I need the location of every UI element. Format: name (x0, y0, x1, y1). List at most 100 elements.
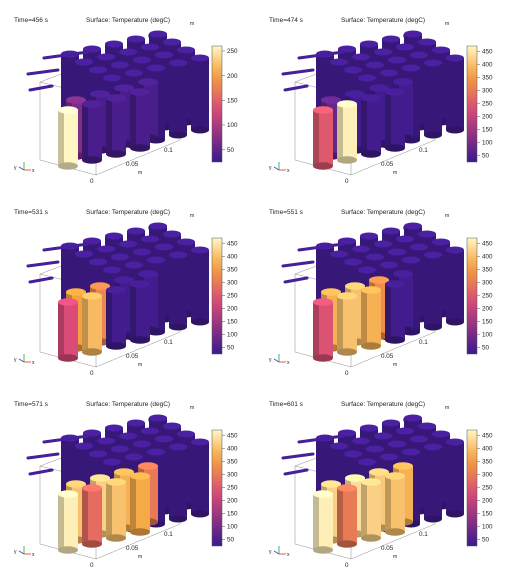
cell-bottom (169, 323, 187, 331)
panel-5: Time=571 s Surface: Temperature (degC) m 0.… (0, 384, 255, 576)
colorbar-tick-label: 200 (227, 306, 238, 313)
time-label: Time=571 s (14, 401, 49, 408)
cell-top (388, 440, 406, 448)
cell-bottom (58, 546, 78, 554)
triad-y-axis (18, 358, 25, 363)
cell-body (169, 63, 187, 135)
cell-shade (106, 290, 112, 346)
plot-title: Surface: Temperature (degC) (341, 17, 425, 24)
cell-shade (361, 98, 367, 154)
cell-front (82, 484, 102, 548)
cell-bottom (191, 126, 209, 134)
cell-top (130, 280, 150, 288)
busbar-2 (42, 434, 90, 444)
cell-shade (106, 98, 112, 154)
cell-front (361, 478, 381, 542)
cell-top (90, 282, 110, 290)
cell-bottom (313, 354, 333, 362)
battery-pack (281, 222, 464, 362)
panel-3: Time=531 s Surface: Temperature (degC) m 0.… (0, 192, 255, 384)
cell-top (313, 298, 333, 306)
colorbar-tick-label: 100 (482, 332, 493, 339)
cell-top (90, 90, 110, 98)
colorbar-tick-label: 50 (227, 345, 235, 352)
cell-bottom (106, 342, 126, 350)
cell-top (169, 59, 187, 67)
cell-top (337, 100, 357, 108)
cell-top (330, 58, 348, 66)
title-subscript-m: m (445, 213, 449, 219)
cell-front (361, 286, 381, 350)
cell-top (344, 450, 362, 458)
colorbar (466, 45, 478, 163)
cell-front (337, 100, 357, 164)
plot-title: Surface: Temperature (degC) (341, 401, 425, 408)
colorbar-tick-label: 150 (227, 511, 238, 518)
cell-shade (130, 284, 136, 340)
cell-front (313, 106, 333, 170)
cell-top (191, 246, 209, 254)
cell-top (424, 443, 442, 451)
cell-top (141, 43, 159, 51)
busbar-3 (28, 276, 54, 284)
cell-top (380, 261, 398, 269)
title-subscript-m: m (190, 21, 194, 27)
panel-1: Time=456 s Surface: Temperature (degC) m 0.… (0, 0, 255, 192)
busbar-1 (26, 452, 60, 460)
cell-shade (361, 482, 367, 538)
axis-unit-label: m (138, 554, 142, 560)
cell-shade (130, 476, 136, 532)
cell-front (385, 472, 405, 536)
colorbar-tick-label: 150 (482, 319, 493, 326)
cell-back (424, 59, 442, 139)
colorbar-tick-label: 250 (227, 485, 238, 492)
cell-top (344, 66, 362, 74)
x-tick-label: 0.05 (381, 545, 394, 552)
cell-top (147, 256, 165, 264)
triad-x-letter: x (32, 552, 35, 558)
cell-shade (385, 284, 391, 340)
cell-top (382, 227, 400, 235)
cell-shade (58, 494, 64, 550)
cell-top (345, 474, 365, 482)
cell-front (106, 286, 126, 350)
cell-top (424, 251, 442, 259)
time-label: Time=474 s (269, 17, 304, 24)
cell-bottom (337, 156, 357, 164)
colorbar-tick-label: 150 (227, 319, 238, 326)
x-tick-label: 0 (90, 178, 94, 185)
cell-shade (82, 104, 88, 160)
colorbar-tick-label: 250 (482, 485, 493, 492)
cell-shade (385, 92, 391, 148)
cell-bottom (446, 510, 464, 518)
cell-top (141, 427, 159, 435)
cell-front (58, 298, 78, 362)
cell-top (89, 66, 107, 74)
title-subscript-m: m (445, 405, 449, 411)
triad-x-letter: x (32, 168, 35, 174)
cell-top (396, 235, 414, 243)
cell-top (97, 437, 115, 445)
cell-top (361, 286, 381, 294)
colorbar (211, 237, 223, 355)
cell-top (361, 94, 381, 102)
cell-top (105, 424, 123, 432)
busbar-3 (283, 276, 309, 284)
cell-top (330, 442, 348, 450)
cell-bottom (58, 354, 78, 362)
cell-top (360, 424, 378, 432)
cell-top (393, 78, 413, 86)
x-tick-label: 0.05 (126, 161, 139, 168)
time-label: Time=601 s (269, 401, 304, 408)
cell-top (382, 419, 400, 427)
cell-top (380, 69, 398, 77)
colorbar-tick-label: 200 (482, 306, 493, 313)
cell-top (374, 240, 392, 248)
busbar-2 (297, 242, 345, 252)
cell-top (75, 58, 93, 66)
busbar-3 (28, 84, 54, 92)
cell-top (138, 462, 158, 470)
cell-top (344, 258, 362, 266)
axis-unit-label: m (393, 170, 397, 176)
triad-y-axis (273, 358, 280, 363)
